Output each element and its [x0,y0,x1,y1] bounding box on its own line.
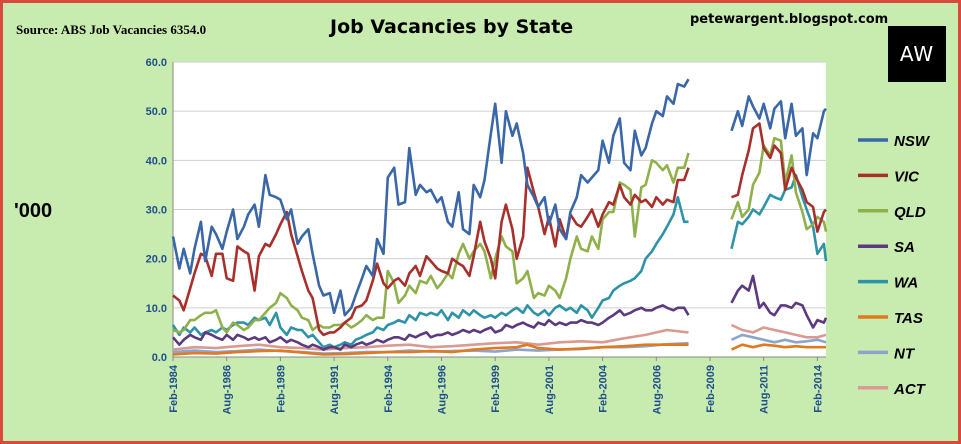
x-tick-label: Feb-1984 [168,364,180,413]
x-tick-label: Aug-1986 [222,365,234,415]
x-tick-label: Feb-2004 [598,364,610,413]
legend-label-tas: TAS [894,310,923,327]
y-tick-label: 30.0 [146,205,167,217]
y-tick-label: 0.0 [152,352,167,364]
legend-label-wa: WA [894,275,918,292]
series-line-tas [172,343,689,356]
series-line-vic [731,122,827,233]
y-tick-label: 20.0 [146,254,167,266]
series-line-vic [172,166,690,337]
x-tick-label: Aug-1991 [329,365,341,415]
series-line-nsw [171,78,690,317]
y-axis-units: '000 [14,200,53,222]
x-tick-label: Feb-1999 [490,365,502,413]
series-line-tas [730,343,826,351]
logo-text: AW [899,42,935,66]
x-tick-label: Aug-2001 [544,365,556,415]
series-line-act [172,328,689,351]
series-line-act [730,323,827,339]
legend-label-nsw: NSW [894,133,931,150]
legend-label-act: ACT [893,381,927,398]
series-line-qld [730,136,828,232]
legend-label-vic: VIC [894,168,920,185]
series-line-sa [730,274,828,329]
x-tick-label: Feb-1989 [275,365,287,413]
blog-url[interactable]: petewargent.blogspot.com [690,12,889,27]
y-tick-label: 10.0 [146,303,167,315]
y-tick-label: 60.0 [146,57,167,69]
series-line-wa [730,173,828,262]
chart-title: Job Vacancies by State [330,16,574,38]
x-tick-label: Feb-2014 [812,364,824,413]
x-tick-label: Aug-2006 [651,365,663,415]
legend-label-qld: QLD [894,204,926,221]
x-tick-label: Aug-1996 [437,365,449,415]
x-tick-label: Feb-2009 [705,365,717,413]
y-tick-label: 40.0 [146,155,167,167]
source-note: Source: ABS Job Vacancies 6354.0 [16,22,207,37]
series-line-nsw [730,95,827,177]
series-line-nt [730,333,827,344]
legend-label-nt: NT [894,345,916,362]
y-tick-label: 50.0 [146,106,167,118]
x-tick-label: Aug-2011 [759,365,771,414]
aw-logo: AW [888,26,946,82]
series-line-sa [172,304,690,351]
series-line-qld [172,152,690,334]
x-tick-label: Feb-1994 [383,364,395,413]
legend-label-sa: SA [894,239,915,256]
